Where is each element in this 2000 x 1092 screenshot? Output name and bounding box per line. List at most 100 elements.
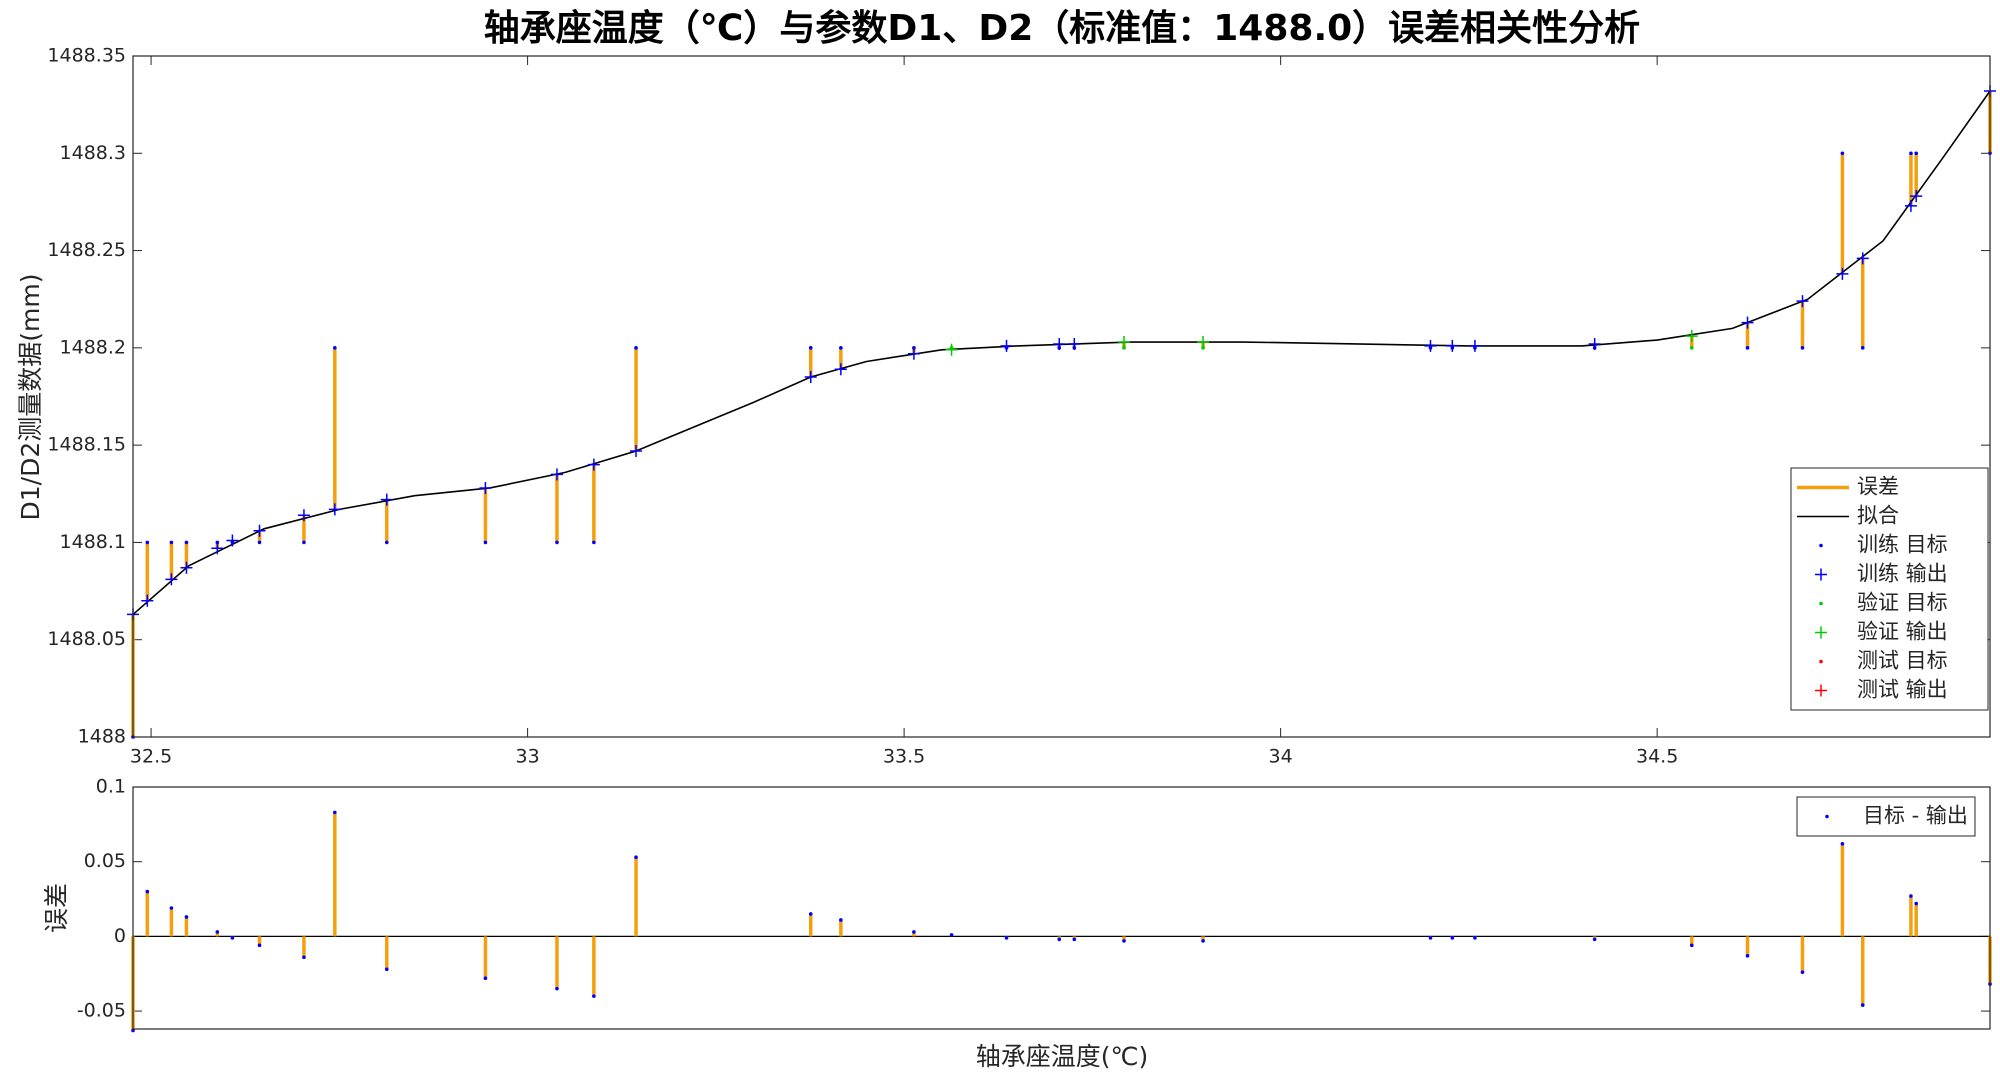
legend-label: 训练 目标: [1857, 533, 1948, 557]
plus-marker: [1068, 337, 1081, 350]
plus-marker: [587, 458, 600, 471]
plus-marker: [1000, 339, 1013, 352]
dot-marker: [1689, 943, 1694, 948]
legend-box: [1796, 796, 1976, 837]
dot-marker: [1473, 936, 1477, 940]
dot-marker: [1914, 151, 1919, 156]
dot-marker: [808, 912, 813, 916]
dot-marker: [1004, 936, 1009, 940]
dot-marker: [302, 540, 306, 545]
dot-marker: [1428, 936, 1433, 940]
plus-marker: [804, 371, 817, 384]
plus-marker: [226, 534, 239, 547]
dot-marker: [592, 994, 596, 998]
dot-marker: [1450, 936, 1455, 940]
dot-marker: [483, 540, 488, 545]
plus-marker: [1446, 339, 1459, 352]
plus-marker: [165, 573, 178, 586]
dot-marker: [839, 918, 843, 922]
dot-marker: [634, 346, 638, 350]
plus-marker: [1197, 336, 1210, 349]
plus-marker: [1424, 339, 1437, 352]
axes-box: [132, 55, 1991, 738]
plus-marker: [1118, 336, 1130, 349]
dot-marker: [1800, 346, 1805, 350]
plus-marker: [1685, 330, 1698, 343]
dot-marker: [592, 540, 596, 545]
legend-label: 拟合: [1857, 504, 1899, 528]
dot-marker: [1914, 901, 1919, 906]
dot-marker: [215, 930, 220, 934]
y-tick-label: 1488.35: [47, 45, 126, 67]
plot-area: [133, 787, 1990, 1029]
dot-marker: [1057, 937, 1062, 942]
y-tick-label: 0.1: [96, 776, 126, 798]
dot-marker: [257, 540, 262, 545]
plus-marker: [380, 493, 393, 506]
dot-marker: [1072, 937, 1077, 942]
plus-marker: [834, 363, 847, 376]
dot-marker: [1840, 151, 1845, 156]
dot-marker: [1201, 939, 1205, 943]
plus-marker: [1796, 295, 1809, 308]
dot-marker: [184, 915, 189, 919]
plus-marker: [1904, 199, 1917, 212]
plus-marker: [1836, 267, 1849, 280]
legend-label: 测试 输出: [1857, 678, 1948, 702]
plus-marker: [1815, 684, 1827, 697]
dot-marker: [483, 976, 488, 981]
dot-marker: [1909, 151, 1913, 156]
fit-line: [132, 90, 1991, 616]
plus-marker: [907, 347, 920, 360]
dot-marker: [1860, 346, 1865, 350]
x-axis-label: 轴承座温度(℃): [976, 1042, 1149, 1071]
y-tick-label: 0: [114, 925, 126, 947]
x-tick-label: 34.5: [1636, 746, 1678, 768]
legend-label: 误差: [1857, 475, 1899, 499]
x-tick-label: 33.5: [883, 746, 925, 768]
dot-marker: [634, 855, 638, 860]
plus-marker: [297, 509, 310, 522]
y-tick-label: 1488.15: [47, 434, 126, 456]
dot-marker: [1745, 346, 1750, 350]
plus-marker: [1468, 339, 1481, 352]
y-tick-label: 0.05: [84, 850, 126, 872]
plus-marker: [1053, 337, 1066, 350]
plus-marker: [1588, 337, 1601, 350]
dot-marker: [839, 346, 843, 350]
dot-marker: [230, 936, 235, 940]
dot-marker: [145, 889, 150, 894]
dot-marker: [912, 930, 916, 934]
y-tick-label: -0.05: [77, 1000, 126, 1022]
plus-marker: [253, 524, 266, 537]
legend-label: 验证 目标: [1857, 591, 1948, 615]
plus-marker: [211, 542, 224, 555]
plot-area: [133, 56, 1990, 737]
x-tick-label: 34: [1269, 746, 1293, 768]
y-tick-label: 1488.1: [60, 531, 126, 553]
dot-marker: [949, 933, 954, 937]
plus-marker: [1856, 252, 1869, 265]
dot-marker: [1819, 659, 1823, 664]
dot-marker: [1819, 543, 1823, 548]
plus-marker: [328, 503, 341, 516]
dot-marker: [1800, 970, 1805, 975]
dot-marker: [555, 540, 559, 545]
dot-marker: [169, 540, 174, 545]
y-tick-label: 1488.05: [47, 628, 126, 650]
dot-marker: [333, 346, 337, 350]
dot-marker: [1825, 814, 1829, 819]
plus-marker: [630, 444, 643, 457]
legend-label: 训练 输出: [1857, 562, 1948, 586]
dot-marker: [384, 967, 389, 972]
dot-marker: [1122, 939, 1126, 943]
dot-marker: [145, 540, 150, 545]
dot-marker: [1860, 1003, 1865, 1007]
y-axis-label: D1/D2测量数据(mm): [16, 274, 45, 521]
x-tick-label: 32.5: [130, 746, 172, 768]
plus-marker: [945, 343, 958, 356]
dot-marker: [808, 346, 813, 350]
dot-marker: [1745, 954, 1750, 958]
y-axis-label: 误差: [42, 883, 71, 933]
